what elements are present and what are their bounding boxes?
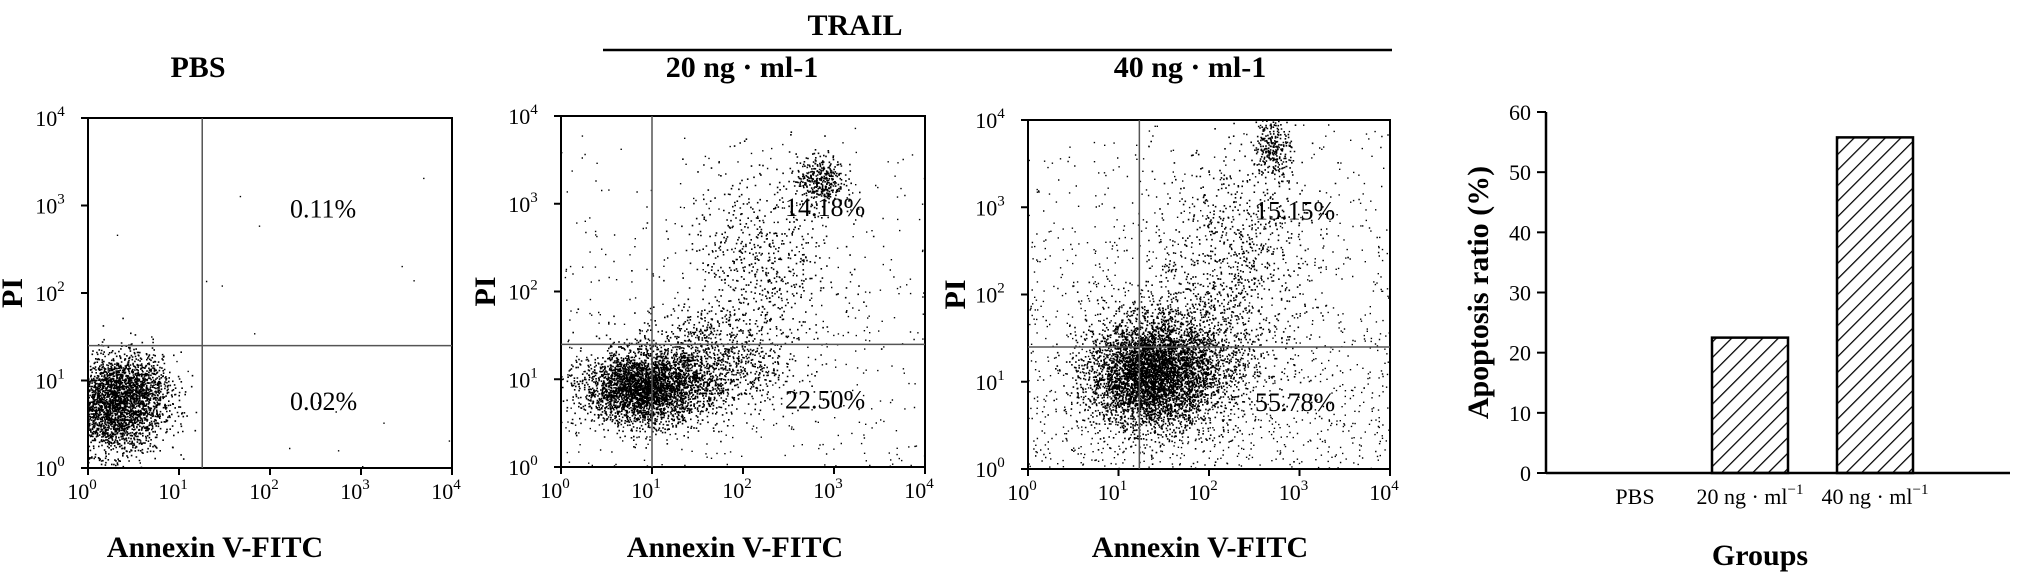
quadrant-lower-right-pct: 55.78% [1255,388,1335,417]
apoptosis-bar-chart: 0 10 20 30 40 50 60 PBS 20 ng · ml−1 40 ng · ml−1… [1462,100,2010,572]
y-axis-title: PI [939,280,972,310]
y-tick-label: 101 [35,367,65,394]
x-tick-label: 103 [813,476,843,503]
y-tick-label: 102 [975,281,1005,308]
y-tick-label: 100 [508,453,538,480]
x-tick-label: 104 [904,476,934,503]
x-tick-label: 100 [540,476,570,503]
x-axis-title: Annexin V-FITC [1092,531,1308,564]
event-dot-cloud [561,127,925,467]
quadrant-upper-right-pct: 0.11% [290,195,356,224]
bar-category-label: PBS [1615,484,1654,509]
y-axis-title: PI [0,278,29,308]
event-dots [88,177,451,468]
x-tick-label: 102 [1188,478,1218,505]
panel-title-pbs: PBS [170,51,225,84]
y-tick-label: 104 [975,106,1005,133]
bar-category-label: 20 ng · ml−1 [1696,482,1803,509]
bar-y-tick-label: 30 [1509,281,1531,306]
x-tick-label: 100 [1007,478,1037,505]
x-tick-label: 101 [631,476,661,503]
bar-2 [1835,136,1915,475]
quadrant-lower-right-pct: 0.02% [290,387,357,416]
x-tick-label: 104 [1369,478,1399,505]
event-dot-cloud [88,177,451,468]
bar-x-axis-title: Groups [1712,539,1808,572]
quadrant-upper-right-pct: 15.15% [1255,196,1335,225]
event-dots [561,127,925,467]
y-tick-label: 102 [35,279,65,306]
y-tick-label: 104 [508,102,538,129]
y-tick-label: 101 [975,368,1005,395]
trail-group-label: TRAIL [807,9,902,42]
bar-1 [1710,336,1790,475]
event-dot-cloud [1028,120,1390,469]
bar-y-axis-title: Apoptosis ratio (%) [1462,166,1495,419]
quadrant-lower-right-pct: 22.50% [785,386,865,415]
x-tick-label: 101 [158,477,188,504]
bar-y-tick-label: 50 [1509,160,1531,185]
x-tick-label: 102 [249,477,279,504]
y-tick-label: 104 [35,104,65,131]
x-axis-title: Annexin V-FITC [107,531,323,564]
panel-title-40ng: 40 ng · ml-1 [1114,51,1267,84]
bar-y-tick-label: 60 [1509,100,1531,125]
x-tick-label: 100 [67,477,97,504]
y-tick-label: 103 [508,190,538,217]
plot-frame [87,117,453,469]
bar-y-tick-label: 40 [1509,220,1531,245]
bar-y-tick-label: 10 [1509,401,1531,426]
y-tick-label: 100 [35,454,65,481]
panel-title-20ng: 20 ng · ml-1 [666,51,819,84]
y-tick-label: 103 [35,192,65,219]
x-axis-title: Annexin V-FITC [627,531,843,564]
bar-y-tick-label: 0 [1520,461,1531,486]
bar-category-label: 40 ng · ml−1 [1821,482,1928,509]
y-axis-title: PI [469,277,502,307]
x-tick-label: 104 [431,477,461,504]
x-tick-label: 102 [722,476,752,503]
y-tick-label: 103 [975,193,1005,220]
bar-y-tick-label: 20 [1509,341,1531,366]
event-dots [1028,120,1390,469]
x-tick-label: 103 [340,477,370,504]
quadrant-upper-right-pct: 14.18% [785,193,865,222]
y-tick-label: 101 [508,365,538,392]
x-tick-label: 101 [1098,478,1128,505]
plot-frame [560,115,926,468]
y-tick-label: 102 [508,278,538,305]
x-tick-label: 103 [1279,478,1309,505]
y-tick-label: 100 [975,455,1005,482]
